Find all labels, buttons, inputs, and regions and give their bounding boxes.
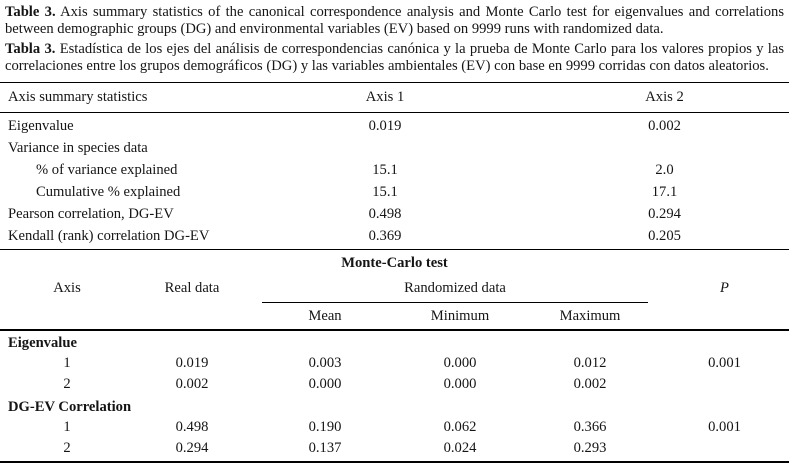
table-row: 2 0.294 0.137 0.024 0.293	[0, 438, 789, 459]
section-header-dg-ev-correlation: DG-EV Correlation	[8, 399, 132, 415]
real-data-value: 0.498	[175, 419, 209, 435]
axis2-value: 0.002	[648, 118, 681, 134]
monte-carlo-body: Eigenvalue 1 0.019 0.003 0.000 0.012 0.0…	[0, 331, 789, 463]
maximum-value: 0.012	[573, 355, 607, 371]
table-row: 2 0.002 0.000 0.000 0.002	[0, 374, 789, 395]
monte-carlo-subheader-row: Mean Minimum Maximum	[0, 303, 789, 331]
table-row: % of variance explained 15.1 2.0	[0, 160, 789, 182]
table-row: Pearson correlation, DG-EV 0.498 0.294	[0, 204, 789, 226]
axis2-value: 2.0	[655, 162, 674, 178]
axis1-value: 0.369	[368, 228, 402, 244]
randomized-data-group-header: Randomized data	[262, 280, 648, 303]
table-row: Eigenvalue 0.019 0.002	[0, 113, 789, 138]
table-row: Variance in species data	[0, 138, 789, 160]
mean-column-header: Mean	[308, 308, 342, 324]
table-row: 1 0.019 0.003 0.000 0.012 0.001	[0, 353, 789, 374]
axis1-value: 0.019	[368, 118, 402, 134]
axis2-value: 0.294	[648, 206, 681, 222]
maximum-value: 0.366	[573, 419, 607, 435]
table-row: 1 0.498 0.190 0.062 0.366 0.001	[0, 417, 789, 438]
row-label: Variance in species data	[8, 140, 148, 156]
minimum-value: 0.000	[443, 355, 477, 371]
caption-spanish-label: Tabla 3.	[5, 41, 56, 57]
axis-summary-header-label: Axis summary statistics	[8, 89, 148, 105]
minimum-value: 0.062	[443, 419, 477, 435]
row-label: Pearson correlation, DG-EV	[8, 206, 174, 222]
row-label: Eigenvalue	[8, 118, 74, 134]
caption-english-text: Axis summary statistics of the canonical…	[5, 4, 784, 37]
real-data-column-header: Real data	[164, 280, 220, 296]
row-label: % of variance explained	[36, 162, 178, 178]
minimum-value: 0.000	[443, 376, 477, 392]
axis-number: 1	[63, 355, 71, 371]
axis-number: 1	[63, 419, 71, 435]
axis-number: 2	[63, 440, 71, 456]
axis-column-header: Axis	[53, 280, 81, 296]
p-value	[660, 440, 789, 457]
caption-english-label: Table 3.	[5, 4, 56, 20]
axis2-column-header: Axis 2	[645, 89, 684, 105]
real-data-value: 0.294	[175, 440, 209, 456]
section-header-eigenvalue: Eigenvalue	[8, 335, 77, 351]
row-label: Cumulative % explained	[36, 184, 181, 200]
axis1-value: 0.498	[368, 206, 402, 222]
minimum-column-header: Minimum	[430, 308, 490, 324]
table-row: Kendall (rank) correlation DG-EV 0.369 0…	[0, 226, 789, 250]
mean-value: 0.000	[308, 376, 342, 392]
axis-number: 2	[63, 376, 71, 392]
minimum-value: 0.024	[443, 440, 477, 456]
monte-carlo-header-row: Axis Real data Randomized data P	[0, 274, 789, 303]
p-value-column-header: P	[720, 280, 729, 296]
monte-carlo-table: Monte-Carlo test Axis Real data Randomiz…	[0, 250, 789, 463]
axis-summary-header-row: Axis summary statistics Axis 1 Axis 2	[0, 83, 789, 113]
axis-summary-table: Axis summary statistics Axis 1 Axis 2 Ei…	[0, 82, 789, 250]
real-data-value: 0.002	[175, 376, 209, 392]
caption-spanish-text: Estadística de los ejes del análisis de …	[5, 41, 784, 74]
caption-spanish: Tabla 3. Estadística de los ejes del aná…	[0, 41, 789, 75]
p-value	[660, 376, 789, 393]
maximum-value: 0.293	[573, 440, 607, 456]
axis1-value	[290, 140, 480, 157]
maximum-column-header: Maximum	[559, 308, 621, 324]
mean-value: 0.003	[308, 355, 342, 371]
axis2-value: 17.1	[651, 184, 678, 200]
caption-english: Table 3. Axis summary statistics of the …	[0, 4, 789, 38]
mean-value: 0.137	[308, 440, 342, 456]
axis2-value: 0.205	[648, 228, 681, 244]
monte-carlo-title: Monte-Carlo test	[341, 255, 448, 271]
table-row: Cumulative % explained 15.1 17.1	[0, 182, 789, 204]
axis1-column-header: Axis 1	[365, 89, 405, 105]
p-value: 0.001	[708, 419, 741, 435]
axis1-value: 15.1	[372, 184, 398, 200]
p-value: 0.001	[708, 355, 741, 371]
real-data-value: 0.019	[175, 355, 209, 371]
axis2-value	[540, 140, 789, 157]
mean-value: 0.190	[308, 419, 342, 435]
maximum-value: 0.002	[573, 376, 607, 392]
axis1-value: 15.1	[372, 162, 398, 178]
row-label: Kendall (rank) correlation DG-EV	[8, 228, 210, 244]
